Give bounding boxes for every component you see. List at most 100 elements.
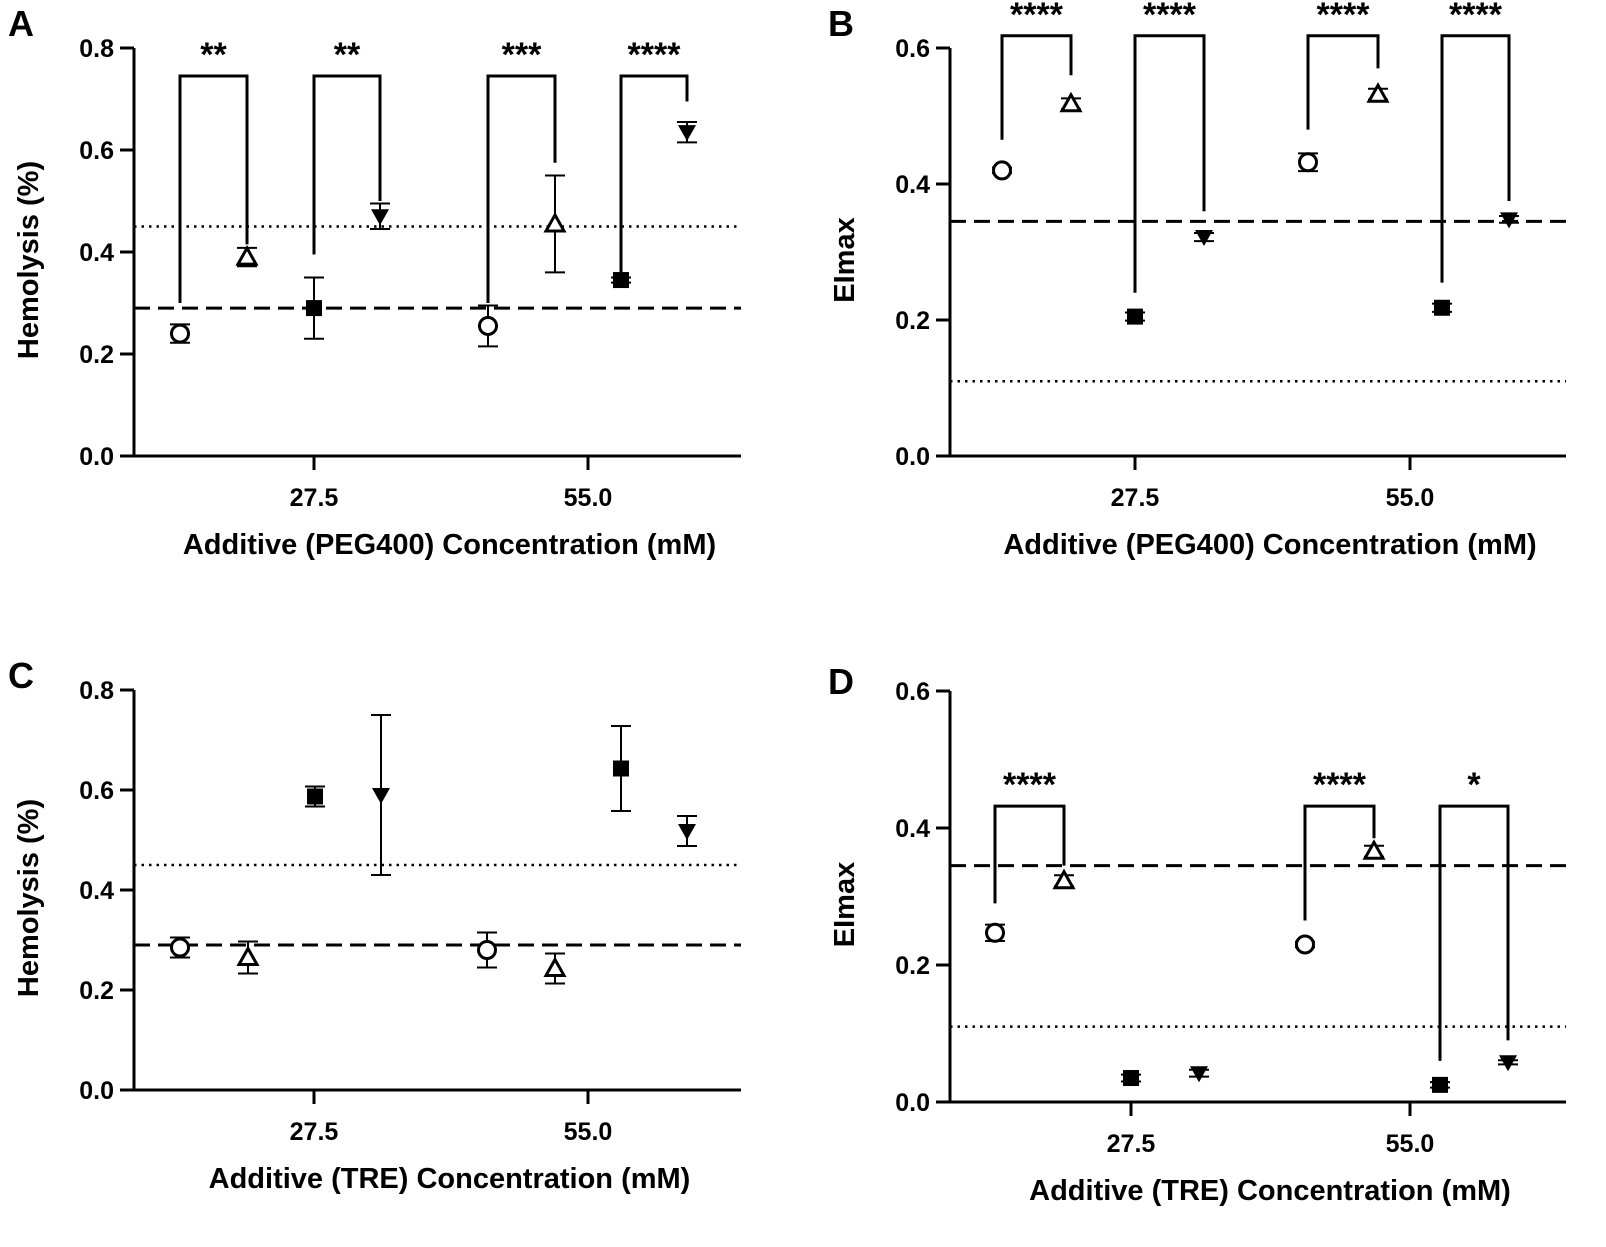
y-tick-label: 0.0	[895, 443, 930, 471]
marker-circle	[170, 937, 190, 958]
marker-triangle-down	[1190, 1066, 1208, 1083]
bracket-line	[486, 74, 557, 303]
data-point-circle	[477, 931, 497, 969]
y-tick-label: 0.4	[895, 815, 930, 843]
data-point-circle	[1295, 934, 1315, 955]
significance-bracket: ****	[1303, 766, 1376, 921]
y-tick-label: 0.6	[79, 777, 114, 805]
y-tick-label: 0.2	[895, 952, 930, 980]
data-point-square	[1121, 1070, 1141, 1087]
significance-label: **	[334, 36, 361, 74]
marker-square	[306, 300, 322, 317]
bracket-line	[1000, 34, 1073, 140]
significance-label: ****	[1143, 0, 1197, 34]
data-point-triangle-down	[677, 815, 697, 847]
marker-square	[1434, 299, 1450, 316]
y-axis-title: Hemolysis (%)	[13, 161, 45, 359]
marker-circle	[478, 315, 498, 336]
marker-triangle-down	[371, 209, 389, 226]
data-point-circle	[170, 936, 190, 959]
bracket-line	[1438, 804, 1510, 1061]
panel-letter: A	[8, 3, 34, 44]
marker-triangle-up	[543, 956, 567, 977]
y-tick-label: 0.8	[79, 677, 114, 705]
data-point-circle	[170, 323, 190, 344]
significance-label: ****	[1313, 766, 1367, 804]
y-tick-label: 0.0	[79, 443, 114, 471]
data-point-triangle-down	[370, 202, 390, 231]
chart-panel-d: D 0.0 0.2 0.4 0.6 27.5 55.0 Additive (TRE) Conc…	[828, 661, 1566, 1207]
significance-bracket: ****	[1000, 0, 1073, 140]
marker-triangle-down	[1195, 230, 1213, 247]
bracket-line	[1306, 34, 1380, 130]
data-point-square	[611, 272, 631, 289]
y-tick-label: 0.0	[895, 1089, 930, 1117]
data-point-triangle-up	[1366, 82, 1390, 103]
significance-bracket: **	[312, 36, 382, 255]
y-axis-title: EImax	[829, 862, 861, 947]
marker-square	[1127, 308, 1143, 325]
y-tick-label: 0.4	[79, 239, 114, 267]
significance-label: ***	[502, 36, 542, 74]
bracket-line	[993, 804, 1066, 904]
bracket-line	[1133, 34, 1206, 293]
y-tick-label: 0.6	[79, 137, 114, 165]
marker-triangle-down	[372, 788, 390, 804]
data-point-triangle-down	[677, 120, 697, 144]
bracket-line	[178, 74, 249, 303]
y-axis-title: EImax	[829, 217, 861, 302]
significance-label: *	[1467, 766, 1481, 804]
x-axis-title: Additive (TRE) Concentration (mM)	[209, 1163, 691, 1195]
marker-circle	[1295, 934, 1315, 955]
data-point-circle	[992, 160, 1012, 181]
marker-circle	[1298, 152, 1318, 173]
data-point-triangle-down	[371, 714, 391, 876]
data-point-square	[305, 785, 325, 808]
data-point-triangle-down	[1189, 1066, 1209, 1083]
panel-letter: C	[8, 655, 34, 696]
marker-square	[1123, 1070, 1139, 1087]
y-tick-label: 0.6	[895, 35, 930, 63]
bracket-line	[619, 74, 689, 273]
y-tick-label: 0.4	[895, 171, 930, 199]
y-axis-title: Hemolysis (%)	[13, 799, 45, 997]
y-tick-label: 0.6	[895, 678, 930, 706]
marker-triangle-up	[1362, 839, 1386, 860]
marker-triangle-up	[235, 245, 259, 266]
x-axis-title: Additive (PEG400) Concentration (mM)	[183, 529, 716, 561]
marker-triangle-up	[543, 211, 567, 233]
data-point-square	[1432, 299, 1452, 316]
chart-panel-b: B 0.0 0.2 0.4 0.6 27.5 55.0 Additive (PEG400) C…	[828, 0, 1566, 561]
marker-square	[613, 272, 629, 289]
marker-circle	[170, 323, 190, 344]
data-point-triangle-up	[1362, 839, 1386, 860]
y-tick-label: 0.4	[79, 877, 114, 905]
significance-bracket: ****	[1306, 0, 1380, 130]
panel-letter: B	[828, 3, 854, 44]
significance-label: ****	[628, 36, 682, 74]
marker-triangle-down	[1499, 1055, 1517, 1072]
significance-label: ****	[1317, 0, 1371, 34]
x-tick-label: 27.5	[1107, 1130, 1156, 1158]
x-tick-label: 55.0	[1386, 484, 1435, 512]
marker-circle	[985, 922, 1005, 943]
data-point-triangle-up	[235, 245, 259, 268]
data-point-triangle-up	[543, 174, 567, 274]
x-tick-label: 55.0	[564, 484, 613, 512]
y-tick-label: 0.2	[79, 341, 114, 369]
significance-label: ****	[1010, 0, 1064, 34]
significance-label: ****	[1449, 0, 1503, 34]
significance-bracket: ****	[993, 766, 1066, 904]
x-axis-title: Additive (TRE) Concentration (mM)	[1029, 1175, 1511, 1207]
panel-letter: D	[828, 661, 854, 702]
data-point-triangle-up	[1059, 91, 1083, 113]
significance-bracket: ****	[1133, 0, 1206, 293]
marker-circle	[992, 160, 1012, 181]
data-point-square	[304, 276, 324, 340]
data-point-circle	[478, 304, 498, 348]
marker-circle	[477, 940, 497, 960]
significance-bracket: *	[1438, 766, 1510, 1061]
marker-triangle-up	[236, 945, 260, 966]
significance-bracket: ****	[1440, 0, 1511, 283]
significance-bracket: ****	[619, 36, 689, 273]
